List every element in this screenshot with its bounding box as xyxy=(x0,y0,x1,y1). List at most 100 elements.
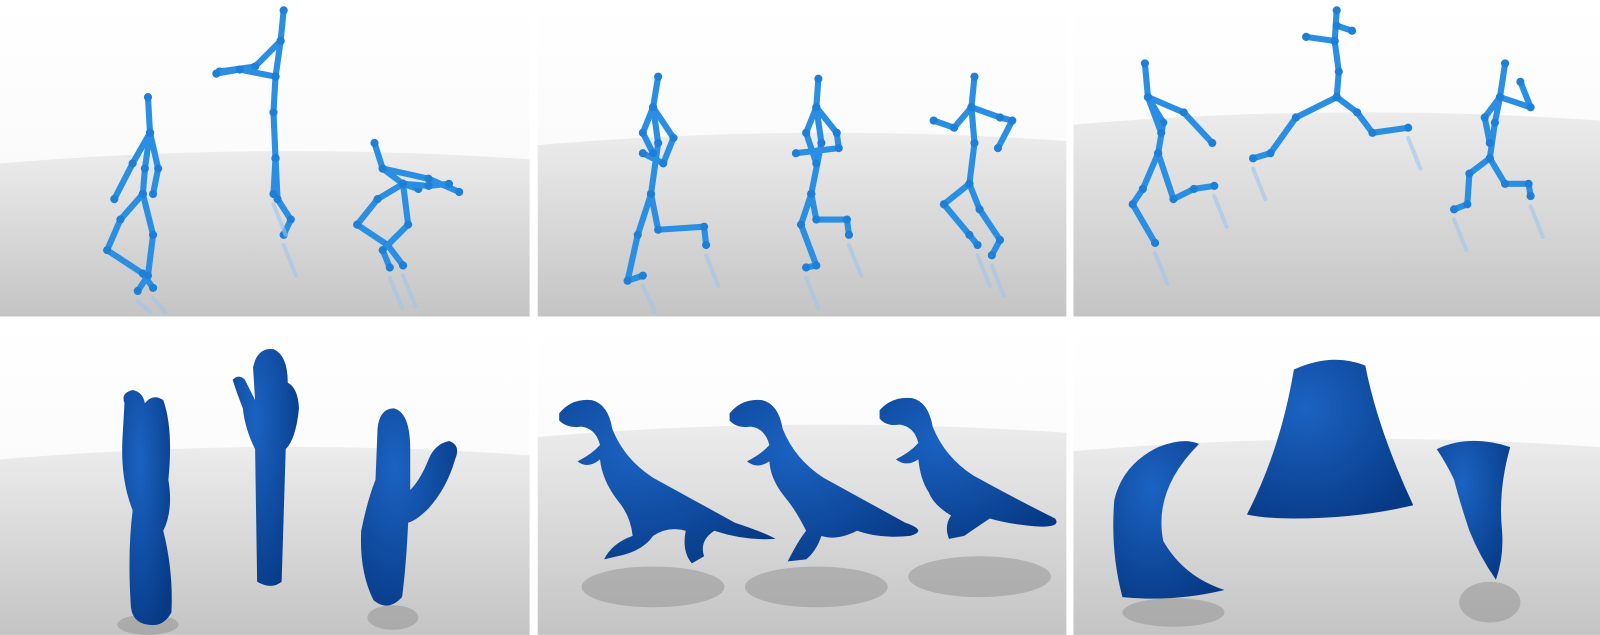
joint xyxy=(791,149,800,158)
surface xyxy=(1246,359,1414,519)
limb xyxy=(639,104,677,167)
joint xyxy=(251,62,260,71)
joint xyxy=(1516,77,1525,86)
joint xyxy=(638,128,647,137)
joint xyxy=(1368,128,1377,137)
joint xyxy=(659,159,668,168)
joint xyxy=(1189,184,1198,194)
joint xyxy=(378,164,387,173)
joint xyxy=(279,6,288,15)
stick-figure xyxy=(791,74,864,311)
limb xyxy=(968,104,1016,152)
reflection xyxy=(1406,135,1423,171)
joint xyxy=(1266,149,1275,158)
joint xyxy=(1330,36,1339,46)
joint xyxy=(817,138,826,148)
cactus xyxy=(360,408,458,606)
joint xyxy=(1463,200,1472,209)
joint xyxy=(1450,205,1459,214)
content xyxy=(103,6,1545,635)
cactus xyxy=(232,348,299,586)
limb xyxy=(1451,155,1493,213)
reflection xyxy=(387,275,405,311)
joint xyxy=(1495,93,1505,102)
reflection xyxy=(846,243,864,278)
limb xyxy=(1129,150,1162,247)
joint xyxy=(633,230,642,239)
panel xyxy=(537,0,1067,317)
joint xyxy=(646,189,656,199)
joint xyxy=(154,164,163,173)
joint xyxy=(1208,138,1217,148)
limb xyxy=(966,180,1004,259)
limb xyxy=(139,94,154,198)
joint xyxy=(993,144,1003,153)
joint xyxy=(995,235,1005,245)
joint xyxy=(638,149,647,158)
floor xyxy=(1073,112,1600,317)
joint xyxy=(1008,116,1017,125)
joint xyxy=(424,174,433,183)
joint xyxy=(269,189,278,199)
limb xyxy=(1144,94,1165,136)
joint xyxy=(385,263,394,272)
joint xyxy=(1138,184,1147,194)
joint xyxy=(1524,179,1533,188)
joint xyxy=(373,195,382,204)
reflection xyxy=(804,275,821,311)
joint xyxy=(1465,169,1474,178)
limb xyxy=(808,190,853,238)
limb xyxy=(940,180,981,249)
joint xyxy=(1526,191,1535,201)
surface xyxy=(1113,441,1225,599)
joint xyxy=(939,200,948,209)
joint xyxy=(276,36,285,46)
joint xyxy=(116,215,125,224)
joint xyxy=(832,128,841,137)
joint xyxy=(1501,59,1510,68)
joint xyxy=(1485,154,1494,163)
stick-figure xyxy=(623,72,721,315)
reflection xyxy=(640,283,658,315)
stick-figures xyxy=(103,6,1545,315)
joint xyxy=(1480,113,1489,122)
joint xyxy=(398,261,408,270)
joint xyxy=(802,128,811,137)
joint xyxy=(271,72,280,81)
joint xyxy=(404,220,413,229)
joint xyxy=(235,65,244,74)
joint xyxy=(269,108,278,117)
limb xyxy=(792,104,842,157)
joint xyxy=(1485,138,1494,148)
stick-figure xyxy=(212,6,298,278)
limb xyxy=(1333,94,1412,136)
joint xyxy=(103,246,112,255)
joint xyxy=(353,220,362,229)
stick-figure xyxy=(103,93,168,315)
reflection xyxy=(989,263,1007,299)
joint xyxy=(1248,154,1258,163)
joint xyxy=(975,205,984,214)
joint xyxy=(133,286,142,296)
joint xyxy=(145,128,155,137)
joint xyxy=(987,251,996,260)
limb xyxy=(966,73,978,187)
joint xyxy=(424,181,433,190)
limb xyxy=(647,73,662,198)
joint xyxy=(812,215,821,224)
joint xyxy=(973,240,982,250)
joint xyxy=(444,179,454,188)
joint xyxy=(148,189,158,199)
limb xyxy=(624,190,655,284)
limb xyxy=(1155,150,1218,203)
joint xyxy=(967,103,976,112)
joint xyxy=(965,230,974,239)
joint xyxy=(148,230,158,239)
shadow xyxy=(367,605,419,630)
joint xyxy=(1151,238,1160,248)
joint xyxy=(110,195,119,204)
joint xyxy=(807,189,816,199)
joint xyxy=(950,123,959,132)
